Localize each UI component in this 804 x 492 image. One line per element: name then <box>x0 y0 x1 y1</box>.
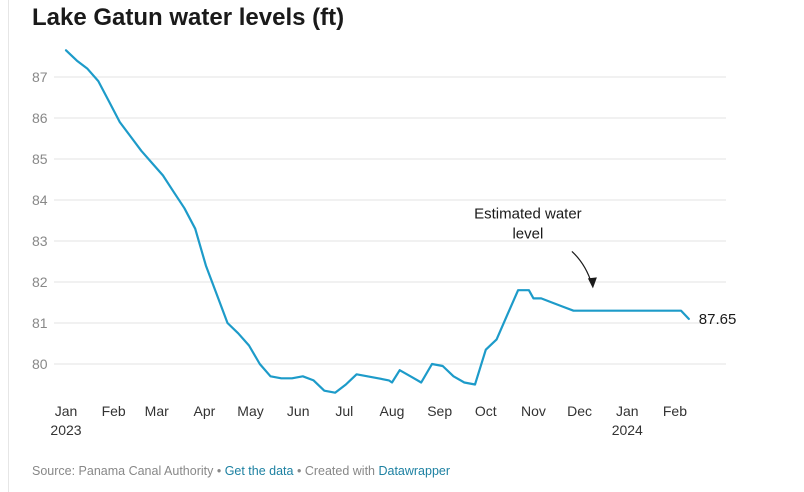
chart-title: Lake Gatun water levels (ft) <box>32 4 345 31</box>
x-tick-label: Jan <box>616 403 639 419</box>
footer: Source: Panama Canal Authority • Get the… <box>32 464 450 478</box>
get-the-data-link[interactable]: Get the data <box>224 464 294 478</box>
x-tick-label: Jul <box>335 403 353 419</box>
y-tick-label: 83 <box>32 233 48 249</box>
end-value-label: 87.65 <box>699 311 737 328</box>
y-tick-label: 87 <box>32 69 48 85</box>
y-tick-label: 84 <box>32 192 48 208</box>
x-tick-label: Dec <box>567 403 592 419</box>
x-tick-label: Jun <box>287 403 310 419</box>
x-tick-year-label: 2024 <box>612 422 643 438</box>
y-tick-label: 85 <box>32 151 48 167</box>
x-tick-label: Sep <box>427 403 452 419</box>
footer-separator: • <box>213 464 225 478</box>
x-tick-label: Nov <box>521 403 546 419</box>
x-tick-label: Mar <box>145 403 169 419</box>
x-axis-ticks: Jan 2023 Feb Mar Apr May Jun Jul Aug Sep Oct Nov Dec… <box>50 403 687 438</box>
x-tick-label: Apr <box>193 403 215 419</box>
x-tick-year-label: 2023 <box>50 422 81 438</box>
x-tick-label: Aug <box>380 403 405 419</box>
annotation-arrowhead <box>587 277 597 289</box>
annotation-line-2: level <box>512 225 543 242</box>
y-tick-label: 86 <box>32 110 48 126</box>
left-border <box>8 0 9 492</box>
y-tick-label: 82 <box>32 274 48 290</box>
x-tick-label: Feb <box>663 403 687 419</box>
y-tick-label: 81 <box>32 315 48 331</box>
x-tick-label: Oct <box>475 403 497 419</box>
y-axis-ticks: 87 86 85 84 83 82 81 80 <box>32 69 48 372</box>
x-tick-label: Jan <box>55 403 78 419</box>
gridlines <box>54 76 726 365</box>
x-tick-label: Feb <box>102 403 126 419</box>
footer-created-with: • Created with <box>293 464 379 478</box>
annotation-line-1: Estimated water <box>474 205 582 222</box>
datawrapper-link[interactable]: Datawrapper <box>378 464 451 478</box>
x-tick-label: May <box>237 403 263 419</box>
footer-source: Source: Panama Canal Authority <box>32 464 214 478</box>
y-tick-label: 80 <box>32 356 48 372</box>
water-level-line <box>64 49 690 394</box>
